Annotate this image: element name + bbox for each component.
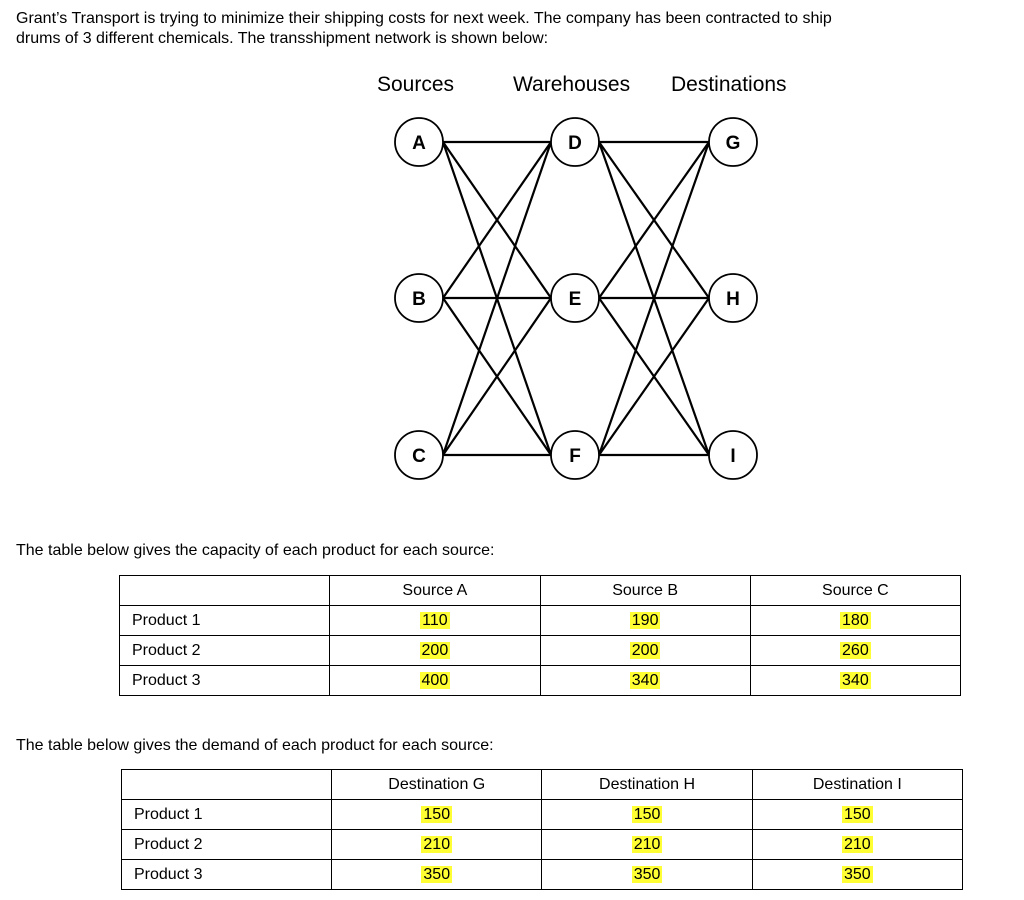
table-cell: 400 — [329, 665, 541, 696]
row-label: Product 1 — [118, 605, 331, 636]
row-label: Product 2 — [120, 829, 333, 860]
table-cell: 350 — [331, 859, 543, 890]
node-G — [708, 117, 758, 167]
highlighted-value: 210 — [421, 835, 453, 853]
table-cell: 340 — [539, 665, 751, 696]
demand-caption: The table below gives the demand of each… — [16, 737, 494, 754]
table-row: Product 3 350 350 350 — [120, 859, 964, 890]
highlighted-value: 200 — [629, 641, 661, 659]
node-A — [394, 117, 444, 167]
highlighted-value: 150 — [421, 805, 453, 823]
highlighted-value: 210 — [631, 835, 663, 853]
table-cell: 150 — [751, 799, 964, 830]
node-F — [550, 430, 600, 480]
edge-E-G — [598, 141, 710, 299]
header-row: Source A Source B Source C — [118, 575, 962, 606]
node-H — [708, 273, 758, 323]
node-label: A — [412, 133, 426, 154]
node-C — [394, 430, 444, 480]
highlighted-value: 110 — [420, 611, 450, 629]
header-sources: Sources — [377, 73, 455, 96]
edge-B-D — [442, 141, 552, 299]
table-cell: 200 — [539, 635, 751, 666]
node-D — [550, 117, 600, 167]
table-row: Product 1 110 190 180 — [118, 605, 962, 636]
highlighted-value: 400 — [419, 671, 451, 689]
table-cell: 180 — [749, 605, 962, 636]
highlighted-value: 340 — [840, 671, 871, 689]
table-row: Product 3 400 340 340 — [118, 665, 962, 696]
column-header: Destination G — [331, 769, 543, 800]
highlighted-value: 350 — [841, 865, 873, 883]
node-label: G — [726, 133, 741, 154]
highlighted-value: 350 — [421, 865, 453, 883]
table-cell: 260 — [749, 635, 962, 666]
column-header — [118, 575, 331, 606]
edge-C-E — [442, 297, 552, 456]
highlighted-value: 200 — [419, 641, 451, 659]
row-label: Product 1 — [120, 799, 333, 830]
transshipment-network: A B C D E F G H I — [394, 117, 758, 480]
node-B — [394, 273, 444, 323]
edge-F-H — [598, 297, 710, 456]
highlighted-value: 180 — [840, 611, 871, 629]
column-header: Destination H — [541, 769, 753, 800]
table-cell: 210 — [541, 829, 753, 860]
table-row: Product 2 210 210 210 — [120, 829, 964, 860]
node-label: H — [726, 289, 740, 310]
node-label: F — [569, 446, 581, 467]
table-cell: 190 — [539, 605, 751, 636]
capacity-table: Source A Source B Source C Product 1 110 190 1… — [118, 575, 962, 696]
node-label: D — [568, 133, 582, 154]
node-label: I — [730, 446, 735, 467]
header-warehouses: Warehouses — [513, 73, 631, 96]
node-label: E — [569, 289, 582, 310]
node-label: B — [412, 289, 426, 310]
table-row: Product 2 200 200 260 — [118, 635, 962, 666]
row-label: Product 3 — [118, 665, 331, 696]
table-cell: 210 — [751, 829, 964, 860]
table-cell: 110 — [329, 605, 541, 636]
table-cell: 210 — [331, 829, 543, 860]
column-header — [120, 769, 333, 800]
node-I — [708, 430, 758, 480]
header-destinations: Destinations — [671, 73, 787, 96]
table-cell: 150 — [331, 799, 543, 830]
highlighted-value: 350 — [631, 865, 663, 883]
column-header: Source C — [749, 575, 962, 606]
table-cell: 350 — [751, 859, 964, 890]
edge-F-G — [597, 141, 711, 456]
node-E — [550, 273, 600, 323]
column-header: Destination I — [751, 769, 964, 800]
row-label: Product 3 — [120, 859, 333, 890]
intro-line-2: drums of 3 different chemicals. The tran… — [16, 30, 549, 47]
intro-line-1: Grant’s Transport is trying to minimize … — [16, 10, 832, 27]
highlighted-value: 260 — [840, 641, 871, 659]
capacity-caption: The table below gives the capacity of ea… — [16, 542, 495, 559]
highlighted-value: 340 — [629, 671, 661, 689]
table-cell: 150 — [541, 799, 753, 830]
highlighted-value: 150 — [631, 805, 663, 823]
table-cell: 350 — [541, 859, 753, 890]
node-label: C — [412, 446, 426, 467]
edge-C-D — [441, 141, 553, 456]
table-cell: 200 — [329, 635, 541, 666]
header-row: Destination G Destination H Destination I — [120, 769, 964, 800]
row-label: Product 2 — [118, 635, 331, 666]
table-cell: 340 — [749, 665, 962, 696]
highlighted-value: 150 — [841, 805, 873, 823]
highlighted-value: 190 — [629, 611, 661, 629]
table-row: Product 1 150 150 150 — [120, 799, 964, 830]
column-header: Source A — [329, 575, 541, 606]
column-header: Source B — [539, 575, 751, 606]
highlighted-value: 210 — [841, 835, 873, 853]
